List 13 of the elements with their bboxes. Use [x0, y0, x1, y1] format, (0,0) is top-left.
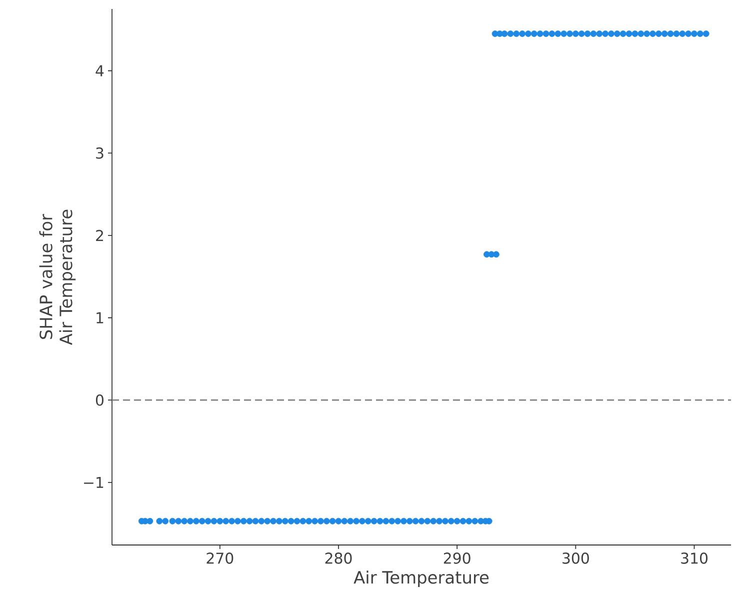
y-tick-label: 0 [96, 394, 104, 406]
y-axis-title: SHAP value for Air Temperature [39, 210, 76, 345]
x-tick-label: 310 [681, 552, 708, 564]
x-tick-label: 280 [325, 552, 352, 564]
x-axis-title: Air Temperature [354, 570, 489, 588]
y-tick-label: 2 [96, 230, 103, 241]
y-tick-label: −1 [84, 476, 104, 488]
y-tick-label: 3 [96, 147, 104, 159]
x-tick-label: 300 [562, 552, 589, 564]
y-tick-label: 4 [96, 65, 104, 76]
x-tick-label: 290 [444, 552, 470, 564]
x-tick-label: 270 [206, 552, 234, 564]
y-tick-label: 1 [96, 312, 104, 324]
